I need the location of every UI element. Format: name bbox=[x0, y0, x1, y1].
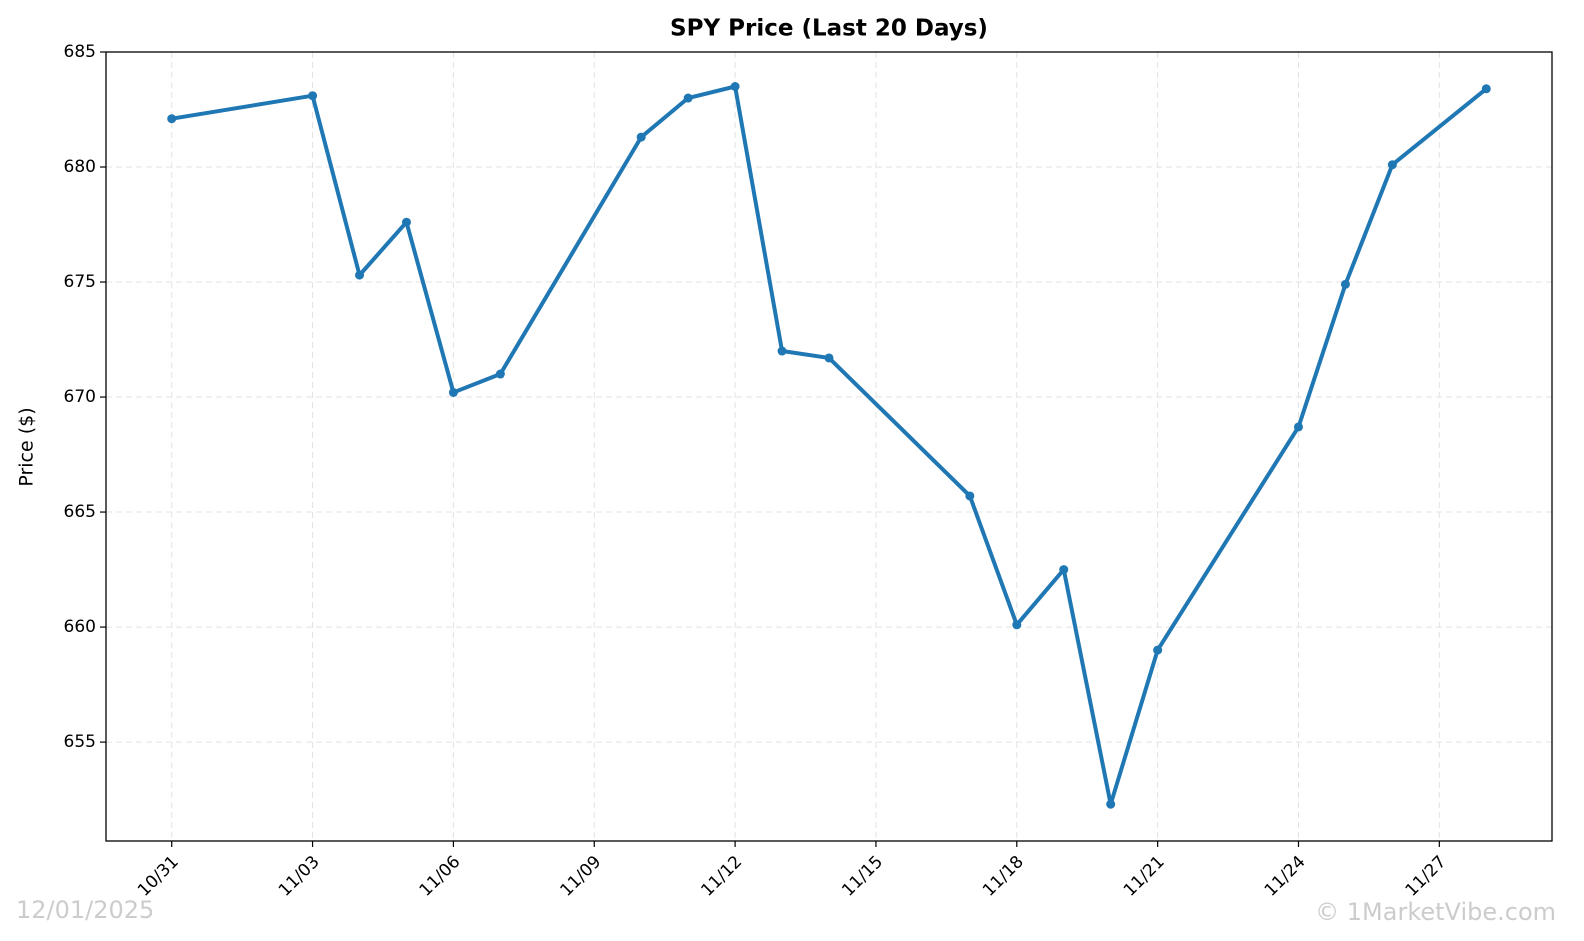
y-tick-label: 665 bbox=[64, 502, 96, 522]
price-point bbox=[824, 353, 834, 363]
x-tick-label: 11/27 bbox=[1402, 852, 1451, 901]
price-point bbox=[1059, 565, 1069, 575]
y-tick-label: 675 bbox=[64, 272, 96, 292]
x-tick-label: 11/21 bbox=[1120, 852, 1169, 901]
price-point bbox=[1387, 160, 1397, 170]
plot-frame bbox=[105, 51, 1553, 842]
x-tick-label: 11/15 bbox=[838, 852, 887, 901]
y-axis-label: Price ($) bbox=[16, 407, 38, 486]
price-point bbox=[636, 132, 646, 142]
y-tick-label: 685 bbox=[64, 42, 96, 62]
price-point bbox=[167, 114, 177, 124]
x-tick-label: 11/18 bbox=[979, 852, 1028, 901]
price-point bbox=[1481, 84, 1491, 94]
x-tick-label: 11/12 bbox=[697, 852, 746, 901]
price-point bbox=[308, 91, 318, 101]
price-line bbox=[171, 84, 1488, 807]
y-tick-label: 660 bbox=[64, 617, 96, 637]
price-point bbox=[777, 346, 787, 356]
x-tick-label: 11/03 bbox=[275, 852, 324, 901]
price-point bbox=[683, 93, 693, 103]
y-tick-label: 670 bbox=[64, 387, 96, 407]
y-tick-label: 680 bbox=[64, 157, 96, 177]
x-tick-label: 11/06 bbox=[416, 852, 465, 901]
price-point bbox=[355, 270, 365, 280]
price-point bbox=[495, 369, 505, 379]
chart-title: SPY Price (Last 20 Days) bbox=[670, 16, 988, 42]
price-point bbox=[1293, 422, 1303, 432]
date-stamp: 12/01/2025 bbox=[16, 896, 154, 924]
price-point bbox=[1012, 620, 1022, 630]
credit: © 1MarketVibe.com bbox=[1315, 898, 1556, 926]
price-point bbox=[730, 82, 740, 92]
y-tick-label: 655 bbox=[64, 732, 96, 752]
price-point bbox=[965, 491, 975, 501]
price-point bbox=[1153, 645, 1163, 655]
x-tick-label: 10/31 bbox=[134, 852, 183, 901]
x-tick-label: 11/24 bbox=[1261, 852, 1310, 901]
x-tick-label: 11/09 bbox=[557, 852, 606, 901]
price-point bbox=[448, 387, 458, 397]
price-point bbox=[1340, 279, 1350, 289]
price-point bbox=[401, 217, 411, 227]
price-point bbox=[1106, 799, 1116, 809]
